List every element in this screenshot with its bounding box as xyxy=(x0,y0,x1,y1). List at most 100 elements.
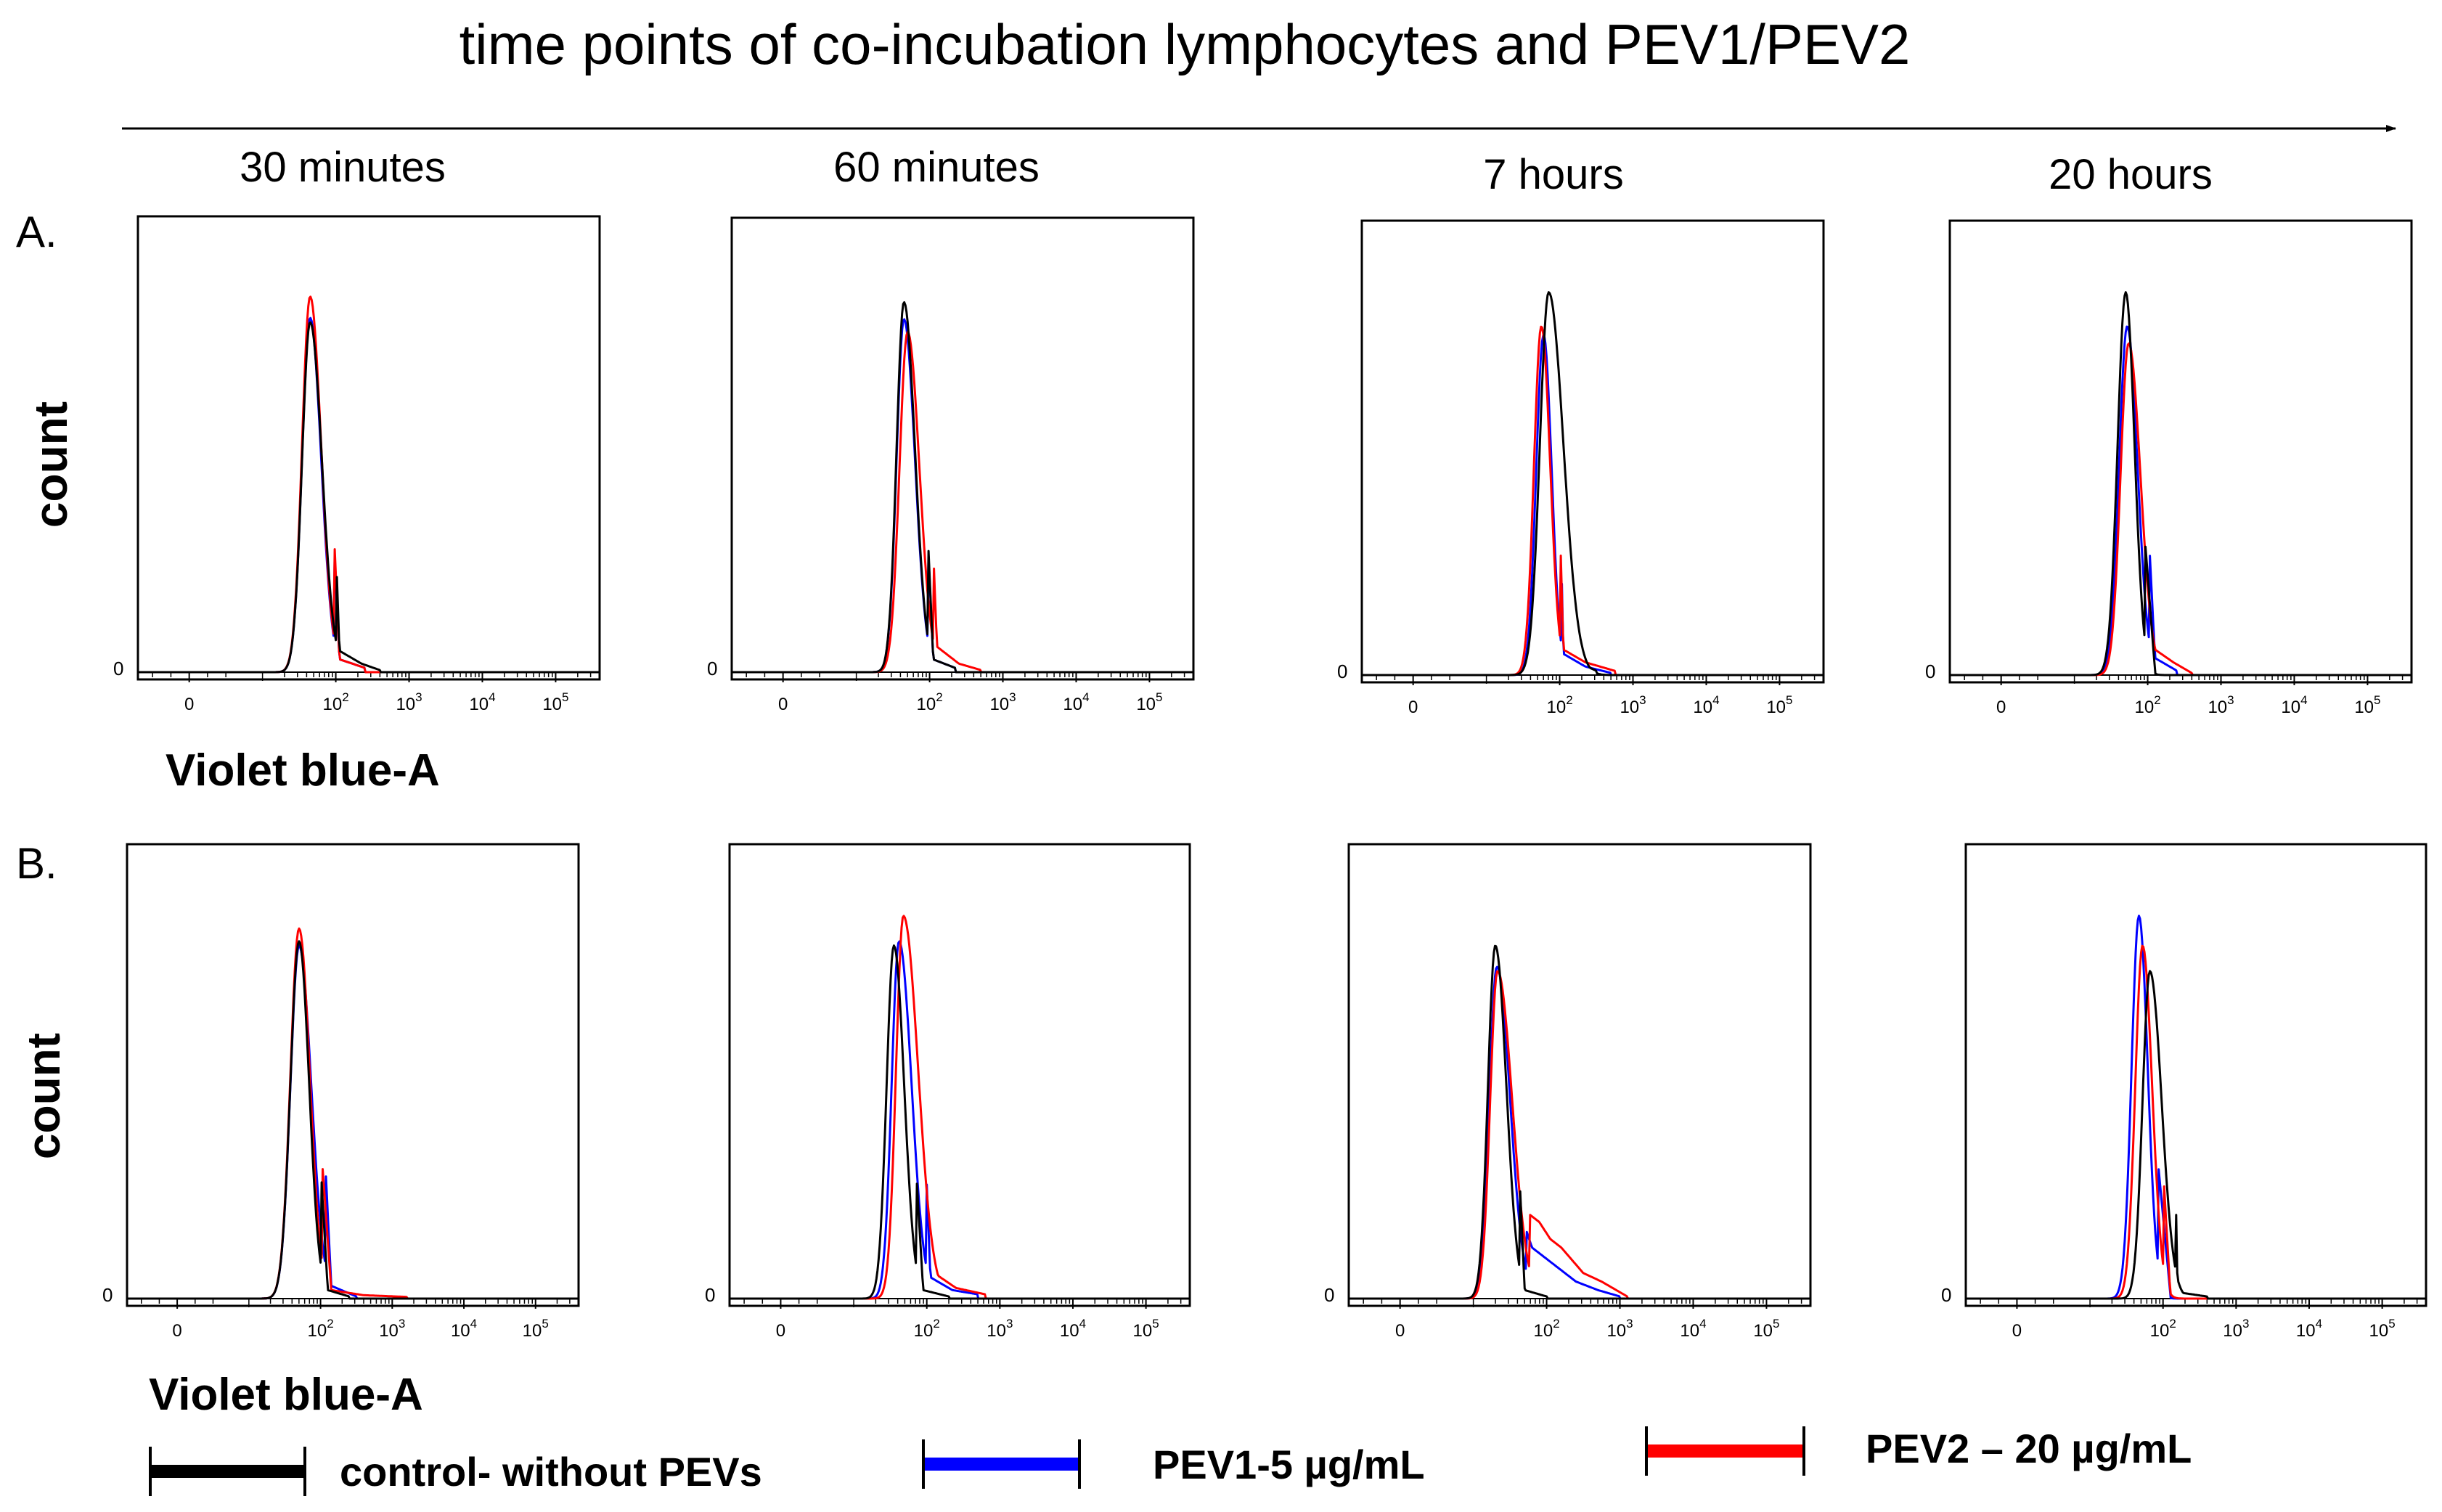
x-tick-label: 0 xyxy=(184,695,194,714)
x-axis-label-row-b: Violet blue-A xyxy=(149,1370,423,1420)
x-tick-exponent: 5 xyxy=(1773,1317,1779,1331)
series-line-pev1-5-g-ml xyxy=(1950,325,2412,677)
x-tick-label: 104 xyxy=(2281,693,2307,717)
x-tick-label: 103 xyxy=(379,1317,405,1341)
x-tick-exponent: 3 xyxy=(1626,1317,1633,1331)
x-tick-exponent: 4 xyxy=(2300,693,2307,707)
y-tick-label: 0 xyxy=(1337,661,1347,682)
x-tick-label: 102 xyxy=(916,690,942,714)
figure-title: time points of co-incubation lymphocytes… xyxy=(460,12,1911,76)
column-title-20-hours: 20 hours xyxy=(2049,151,2213,198)
x-tick-exponent: 2 xyxy=(327,1317,333,1331)
series-line-pev2-20-g-ml xyxy=(1362,325,1824,677)
x-tick-label: 105 xyxy=(1766,693,1792,717)
legend: control- without PEVs PEV1-5 µg/mL PEV2 … xyxy=(149,1426,2192,1496)
x-tick-label: 102 xyxy=(307,1317,333,1341)
x-tick-exponent: 2 xyxy=(342,690,348,704)
panel-frame xyxy=(1964,843,2427,1307)
x-tick-exponent: 3 xyxy=(399,1317,405,1331)
panel-frame xyxy=(728,843,1191,1307)
legend-label-pev1: PEV1-5 µg/mL xyxy=(1153,1442,1425,1487)
x-tick-label: 0 xyxy=(2012,1321,2022,1341)
x-tick-exponent: 3 xyxy=(1009,690,1016,704)
x-tick-exponent: 5 xyxy=(1156,690,1162,704)
series-line-pev2-20-g-ml xyxy=(1349,970,1810,1300)
x-tick-exponent: 2 xyxy=(933,1317,939,1331)
x-axis-label-row-a: Violet blue-A xyxy=(166,745,440,796)
x-tick-label: 104 xyxy=(1680,1317,1706,1341)
series-line-pev2-20-g-ml xyxy=(138,295,600,674)
series-line-control-without-pevs xyxy=(1362,291,1824,677)
panel-frame xyxy=(730,216,1195,681)
series-line-pev2-20-g-ml xyxy=(730,915,1190,1300)
x-tick-exponent: 3 xyxy=(1006,1317,1013,1331)
series-line-control-without-pevs xyxy=(732,301,1193,674)
series-line-pev2-20-g-ml xyxy=(127,927,579,1300)
x-tick-label: 0 xyxy=(1408,698,1418,717)
x-tick-label: 0 xyxy=(172,1321,181,1341)
panel-a-20-hours: 0 102 103 104 105 0 xyxy=(1925,219,2413,717)
x-tick-label: 105 xyxy=(2354,693,2380,717)
x-tick-label: 0 xyxy=(776,1321,785,1341)
series-line-pev2-20-g-ml xyxy=(1950,342,2412,677)
panel-b-20-hours: 0 102 103 104 105 0 xyxy=(1941,843,2427,1341)
x-tick-label: 0 xyxy=(778,695,788,714)
series-line-control-without-pevs xyxy=(1966,970,2426,1300)
panel-a-7-hours: 0 102 103 104 105 0 xyxy=(1337,219,1825,717)
x-tick-label: 104 xyxy=(1693,693,1719,717)
x-tick-label: 102 xyxy=(322,690,348,714)
y-tick-label: 0 xyxy=(1941,1284,1951,1306)
column-title-7-hours: 7 hours xyxy=(1483,151,1623,198)
x-tick-label: 0 xyxy=(1395,1321,1405,1341)
x-tick-label: 0 xyxy=(1996,698,2006,717)
x-tick-exponent: 4 xyxy=(1082,690,1089,704)
x-tick-label: 103 xyxy=(1606,1317,1633,1341)
x-tick-label: 105 xyxy=(523,1317,549,1341)
panel-b-60-minutes: 0 102 103 104 105 0 xyxy=(705,843,1191,1341)
series-line-pev2-20-g-ml xyxy=(1966,944,2426,1300)
row-label-a: A. xyxy=(16,208,57,256)
panel-frame xyxy=(1347,843,1812,1307)
x-tick-label: 105 xyxy=(1136,690,1162,714)
x-tick-exponent: 2 xyxy=(936,690,942,704)
series-line-pev1-5-g-ml xyxy=(1349,965,1810,1300)
x-tick-label: 103 xyxy=(2208,693,2234,717)
panel-frame xyxy=(136,215,601,681)
x-tick-exponent: 3 xyxy=(2227,693,2234,707)
series-line-pev1-5-g-ml xyxy=(138,316,600,674)
column-title-30-minutes: 30 minutes xyxy=(240,144,446,191)
x-tick-label: 105 xyxy=(542,690,568,714)
series-line-pev1-5-g-ml xyxy=(1966,915,2426,1300)
x-tick-label: 104 xyxy=(2296,1317,2322,1341)
x-tick-exponent: 4 xyxy=(2316,1317,2322,1331)
series-line-pev2-20-g-ml xyxy=(732,330,1193,674)
histogram-panels: 0 102 103 104 105 0 0 102 103 104 105 0 0 102 103 104 10… xyxy=(102,215,2427,1341)
x-tick-label: 105 xyxy=(2369,1317,2396,1341)
x-tick-exponent: 5 xyxy=(1786,693,1792,707)
series-line-control-without-pevs xyxy=(127,940,579,1300)
x-tick-label: 103 xyxy=(1620,693,1646,717)
x-tick-label: 102 xyxy=(1533,1317,1559,1341)
legend-label-pev2: PEV2 – 20 µg/mL xyxy=(1866,1426,2192,1471)
x-tick-exponent: 4 xyxy=(489,690,495,704)
x-tick-exponent: 2 xyxy=(1553,1317,1559,1331)
series-line-pev1-5-g-ml xyxy=(730,940,1190,1300)
x-tick-exponent: 5 xyxy=(542,1317,548,1331)
x-tick-label: 103 xyxy=(987,1317,1013,1341)
legend-item-pev1: PEV1-5 µg/mL xyxy=(922,1439,1425,1489)
legend-item-pev2: PEV2 – 20 µg/mL xyxy=(1645,1426,2192,1476)
x-tick-exponent: 2 xyxy=(2154,693,2160,707)
series-line-control-without-pevs xyxy=(1950,291,2412,677)
panel-frame xyxy=(126,843,580,1307)
x-tick-exponent: 4 xyxy=(1079,1317,1086,1331)
x-tick-exponent: 3 xyxy=(1639,693,1646,707)
y-tick-label: 0 xyxy=(705,1284,715,1306)
x-tick-label: 102 xyxy=(914,1317,940,1341)
legend-label-control: control- without PEVs xyxy=(340,1449,762,1495)
x-tick-label: 102 xyxy=(2150,1317,2176,1341)
panel-b-7-hours: 0 102 103 104 105 0 xyxy=(1324,843,1812,1341)
x-tick-exponent: 4 xyxy=(1712,693,1719,707)
x-tick-label: 104 xyxy=(1060,1317,1086,1341)
series-line-control-without-pevs xyxy=(730,944,1190,1300)
